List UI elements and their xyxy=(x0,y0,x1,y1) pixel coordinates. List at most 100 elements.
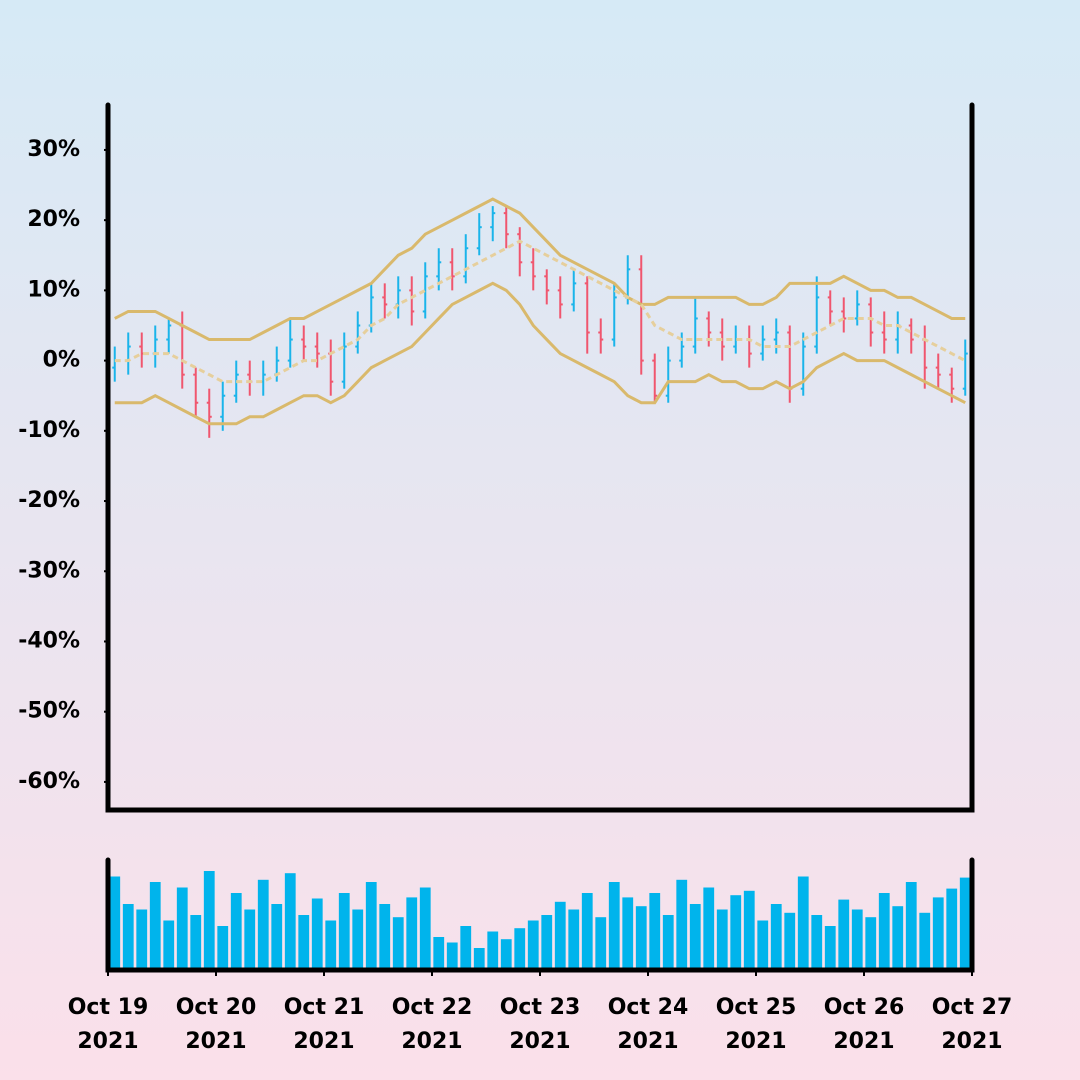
y-tick-label: 0% xyxy=(43,348,80,373)
ohlc-bar xyxy=(908,318,914,354)
band-line xyxy=(114,197,966,342)
ohlc-bar xyxy=(395,276,401,319)
band-line xyxy=(114,239,966,384)
ohlc-bar xyxy=(287,318,293,368)
x-tick-label: 2021 xyxy=(509,1029,570,1054)
volume-bar xyxy=(554,901,566,970)
ohlc-bar xyxy=(841,297,847,333)
volume-bar xyxy=(271,904,283,970)
ohlc-bar xyxy=(422,262,428,319)
x-tick-label: Oct 20 xyxy=(176,995,257,1020)
plot-frame xyxy=(105,102,975,813)
volume-bar xyxy=(190,915,202,970)
ohlc-bar xyxy=(274,346,280,382)
ohlc-bar xyxy=(800,332,806,396)
band-line xyxy=(114,281,966,426)
volume-bar xyxy=(865,917,877,970)
y-tick-label: -10% xyxy=(18,418,80,443)
ohlc-bar xyxy=(746,325,752,368)
ohlc-bar xyxy=(854,290,860,326)
volume-bar xyxy=(244,909,256,970)
volume-bar xyxy=(487,931,499,970)
volume-bar xyxy=(500,939,512,970)
volume-bar xyxy=(838,899,850,970)
ohlc-bar xyxy=(638,255,644,375)
volume-frame xyxy=(105,857,975,973)
volume-bar xyxy=(149,882,161,970)
volume-bar xyxy=(311,898,323,970)
volume-bar xyxy=(676,879,688,970)
volume-bar xyxy=(892,906,904,970)
volume-bar xyxy=(406,897,418,970)
ohlc-bar xyxy=(692,297,698,354)
x-tick-label: 2021 xyxy=(401,1029,462,1054)
ohlc-bar xyxy=(881,311,887,354)
ohlc-bar xyxy=(557,276,563,319)
volume-bar xyxy=(338,893,350,970)
ohlc-bar xyxy=(517,227,523,277)
ohlc-bar xyxy=(530,248,536,291)
volume-bar xyxy=(136,909,148,970)
ohlc-bar xyxy=(449,248,455,291)
ohlc-bar xyxy=(314,332,320,368)
ohlc-bar xyxy=(247,360,253,396)
volume-bar xyxy=(230,893,242,970)
volume-bar xyxy=(703,887,715,970)
y-tick-label: -30% xyxy=(18,558,80,583)
volume-bar xyxy=(811,915,823,970)
volume-bar xyxy=(392,917,404,970)
ohlc-bar xyxy=(895,311,901,354)
volume-bar xyxy=(932,897,944,970)
volume-bar xyxy=(109,876,121,970)
volume-bar xyxy=(217,926,229,970)
volume-bar xyxy=(284,873,296,970)
ohlc-bar xyxy=(193,367,199,417)
x-tick-label: 2021 xyxy=(293,1029,354,1054)
ohlc-bar xyxy=(827,290,833,326)
volume-bar xyxy=(770,904,782,970)
ohlc-bar xyxy=(706,311,712,347)
y-tick-label: -40% xyxy=(18,628,80,653)
volume-bar xyxy=(163,920,175,970)
volume-bar xyxy=(379,904,391,970)
ohlc-bar xyxy=(328,339,334,396)
y-tick-label: -20% xyxy=(18,488,80,513)
ohlc-bar xyxy=(409,276,415,326)
volume-bar xyxy=(878,893,890,970)
volume-bar xyxy=(122,904,134,970)
ohlc-bar xyxy=(868,297,874,347)
ohlc-bar xyxy=(935,353,941,389)
ohlc-bar xyxy=(166,318,172,354)
volume-bar xyxy=(784,912,796,970)
x-tick-label: Oct 22 xyxy=(392,995,473,1020)
ohlc-bar xyxy=(598,318,604,354)
volume-bar xyxy=(581,893,593,970)
volume-bar xyxy=(946,888,958,970)
ohlc-bar xyxy=(463,234,469,284)
x-tick-label: 2021 xyxy=(833,1029,894,1054)
x-tick-label: Oct 27 xyxy=(932,995,1013,1020)
volume-bar xyxy=(608,882,620,970)
ohlc-bar xyxy=(962,339,968,396)
volume-bar xyxy=(851,909,863,970)
ohlc-bar xyxy=(787,325,793,403)
ohlc-bar xyxy=(260,360,266,396)
x-tick-label: Oct 23 xyxy=(500,995,581,1020)
volume-bar xyxy=(568,909,580,970)
ohlc-bar xyxy=(503,206,509,249)
volume-bar xyxy=(716,909,728,970)
ohlc-bar xyxy=(125,332,131,375)
ohlc-bar xyxy=(206,388,212,438)
volume-bar xyxy=(649,893,661,970)
volume-bar xyxy=(176,887,188,970)
x-tick-label: 2021 xyxy=(185,1029,246,1054)
ohlc-bar xyxy=(665,346,671,403)
volume-bar xyxy=(298,915,310,970)
ohlc-bar xyxy=(152,325,158,368)
volume-bar xyxy=(689,904,701,970)
ohlc-bar xyxy=(476,213,482,256)
volume-bar xyxy=(433,937,445,970)
volume-bar xyxy=(730,895,742,970)
x-tick-label: Oct 25 xyxy=(716,995,797,1020)
